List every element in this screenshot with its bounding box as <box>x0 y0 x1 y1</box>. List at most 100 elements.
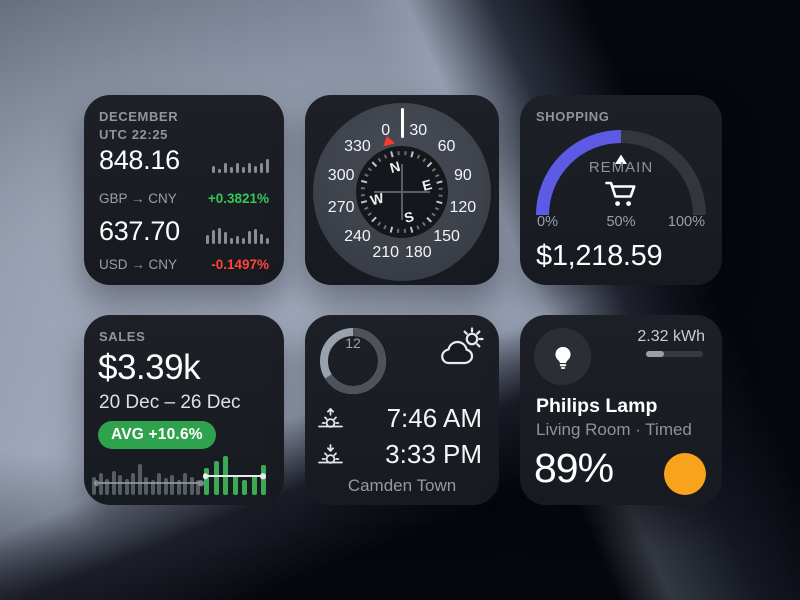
compass-tick <box>435 206 440 211</box>
compass-tick <box>361 194 366 197</box>
cart-icon <box>605 181 636 206</box>
compass-tick <box>438 187 443 190</box>
compass-tick <box>404 228 407 233</box>
currency-change-gbp: +0.3821% <box>207 191 269 206</box>
lamp-toggle-button[interactable] <box>664 453 706 495</box>
lightbulb-icon <box>554 346 571 369</box>
currency-change-usd: -0.1497% <box>211 257 269 272</box>
gauge-label: REMAIN <box>588 159 654 176</box>
compass-tick <box>367 167 373 172</box>
sunrise-icon <box>318 407 343 428</box>
currency-pair-usd: USD → CNY <box>99 257 178 272</box>
compass-tick <box>383 154 388 159</box>
hour-ring-dial <box>320 328 386 394</box>
energy-progress-fill <box>646 351 664 357</box>
currency-sparkline-gbp <box>212 156 269 173</box>
compass-tick <box>371 216 378 223</box>
compass-degree-label: 0 <box>381 122 391 140</box>
currency-sparkline-usd <box>206 227 269 244</box>
compass-tick <box>371 161 378 168</box>
compass-degree-label: 30 <box>409 122 428 140</box>
smart-home-widget[interactable]: 2.32 kWh Philips Lamp Living Room · Time… <box>520 315 722 505</box>
compass-tick <box>383 225 388 230</box>
currency-utc-label: UTC 22:25 <box>99 127 168 143</box>
compass-tick <box>431 212 437 217</box>
currency-widget[interactable]: DECEMBER UTC 22:25 848.16 GBP → CNY +0.3… <box>84 95 284 285</box>
gauge-tick-100: 100% <box>667 214 705 230</box>
compass-tick <box>397 228 400 233</box>
compass-degree-label: 270 <box>327 199 355 217</box>
sales-avg-badge: AVG +10.6% <box>98 421 216 449</box>
compass-tick <box>431 167 437 172</box>
compass-degree-label: 60 <box>437 138 456 156</box>
compass-tick <box>361 200 368 204</box>
lamp-avatar <box>534 328 591 385</box>
sun-behind-cloud-icon <box>441 327 484 365</box>
compass-tick <box>367 212 373 217</box>
sales-total: $3.39k <box>98 348 201 387</box>
compass-tick <box>410 226 414 233</box>
compass-tick <box>438 194 443 197</box>
compass-crosshair-vertical <box>401 164 403 220</box>
energy-progress-bar <box>646 351 703 357</box>
clock-widget[interactable]: 12 <box>305 315 499 505</box>
compass-tick <box>404 151 407 156</box>
sales-widget[interactable]: SALES $3.39k 20 Dec – 26 Dec AVG +10.6% <box>84 315 284 505</box>
sunrise-time: 7:46 AM <box>386 403 482 433</box>
compass-tick <box>435 173 440 178</box>
location-label: Camden Town <box>347 476 457 495</box>
shopping-gauge <box>536 130 706 216</box>
shopping-widget[interactable]: SHOPPING REMAIN 0% 50% 100% $1,218.59 <box>520 95 722 285</box>
compass-degree-label: 240 <box>344 227 371 245</box>
sales-date-range: 20 Dec – 26 Dec <box>99 392 241 413</box>
compass-tick <box>361 180 368 184</box>
compass-tick <box>377 221 382 227</box>
compass-degree-label: 120 <box>449 199 477 217</box>
gauge-tick-labels: 0% 50% 100% <box>537 214 705 230</box>
compass-tick <box>416 154 421 159</box>
sunset-icon <box>318 444 343 464</box>
compass-tick <box>416 225 421 230</box>
compass-degree-label: 180 <box>404 243 432 261</box>
gauge-tick-0: 0% <box>537 214 558 230</box>
sales-baseline-current <box>205 475 263 477</box>
compass-degree-label: 300 <box>327 166 355 184</box>
hour-label: 12 <box>345 335 361 351</box>
compass-north-needle-icon <box>381 134 396 147</box>
compass-lubber-line <box>400 108 404 138</box>
compass-tick <box>426 161 433 168</box>
brightness-level: 89% <box>534 445 614 491</box>
compass-tick <box>364 206 369 211</box>
device-name: Philips Lamp <box>536 395 658 417</box>
sunset-time: 3:33 PM <box>385 439 482 469</box>
currency-month-label: DECEMBER <box>99 109 179 124</box>
sales-title: SALES <box>99 329 146 344</box>
compass-tick <box>361 187 366 190</box>
compass-tick <box>422 221 427 227</box>
compass-tick <box>364 173 369 178</box>
currency-pair-gbp: GBP → CNY <box>99 191 177 206</box>
compass-degree-label: 210 <box>372 243 400 261</box>
compass-cardinal-n: N <box>388 157 403 176</box>
shopping-amount: $1,218.59 <box>536 240 663 272</box>
compass-degree-label: 90 <box>453 166 472 184</box>
compass-degree-label: 330 <box>344 138 371 156</box>
compass-tick <box>436 200 443 204</box>
sales-bars-previous <box>92 464 200 495</box>
device-meta: Living Room · Timed <box>536 420 692 439</box>
gauge-tick-50: 50% <box>606 214 636 230</box>
compass-degree-label: 150 <box>433 227 460 245</box>
compass-tick <box>397 151 400 156</box>
gauge-value-arc <box>536 130 622 216</box>
compass-tick <box>422 157 427 163</box>
widget-grid: DECEMBER UTC 22:25 848.16 GBP → CNY +0.3… <box>84 95 722 505</box>
gauge-marker-icon <box>615 154 627 164</box>
sales-baseline-previous <box>96 482 201 484</box>
currency-value-gbp: 848.16 <box>99 145 180 175</box>
sales-bar-chart <box>92 455 266 495</box>
compass-tick <box>390 226 394 233</box>
